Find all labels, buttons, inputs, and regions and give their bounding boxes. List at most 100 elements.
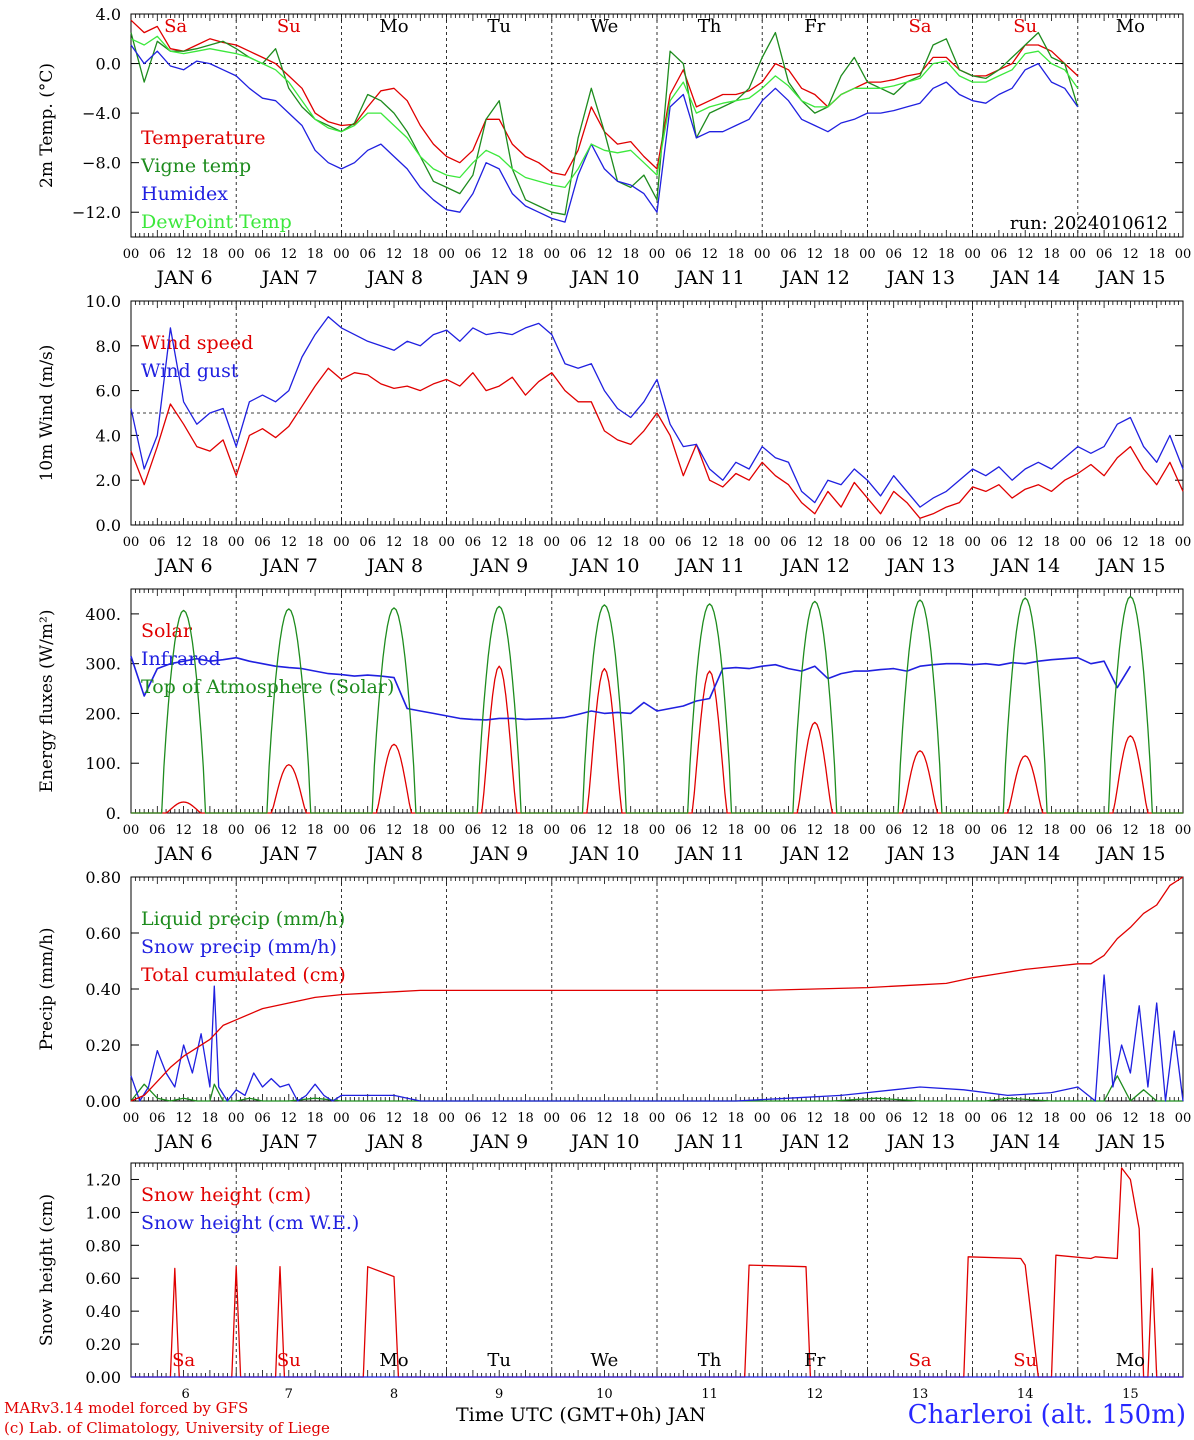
panel2-y-axis-label: 10m Wind (m/s) xyxy=(37,345,57,482)
panel4-hour-label: 06 xyxy=(675,1111,692,1126)
panel3-hour-label: 12 xyxy=(701,823,718,838)
panel2-series-wind-speed xyxy=(130,367,1184,519)
panel1-weekday-label: Su xyxy=(1013,16,1037,37)
panel4-hour-label: 06 xyxy=(359,1111,376,1126)
panel5-weekday-label: Th xyxy=(698,1350,722,1371)
panel5-weekday-label: We xyxy=(591,1350,619,1371)
panel2-hour-label: 12 xyxy=(1017,535,1034,550)
panel1-date-label: JAN 11 xyxy=(675,267,745,289)
panel2-hour-label: 18 xyxy=(517,535,534,550)
panel3-date-label: JAN 7 xyxy=(260,843,318,865)
panel4-hour-label: 00 xyxy=(1175,1111,1192,1126)
panel2-hour-label: 12 xyxy=(491,535,508,550)
panel1-date-label: JAN 9 xyxy=(470,267,528,289)
panel5-weekday-label: Sa xyxy=(908,1350,931,1371)
panel3-hour-label: 00 xyxy=(1070,823,1087,838)
panel2-hour-label: 12 xyxy=(596,535,613,550)
panel2-hour-label: 12 xyxy=(912,535,929,550)
panel4-hour-label: 18 xyxy=(307,1111,324,1126)
panel4-hour-label: 00 xyxy=(228,1111,245,1126)
panel1-legend-entry: Vigne temp xyxy=(140,155,251,177)
panel1-hour-label: 12 xyxy=(912,247,929,262)
panel1-hour-label: 12 xyxy=(281,247,298,262)
panel4-hour-label: 06 xyxy=(780,1111,797,1126)
panel4-hour-label: 00 xyxy=(544,1111,561,1126)
panel2-hour-label: 06 xyxy=(991,535,1008,550)
panel1-hour-label: 06 xyxy=(675,247,692,262)
panel4-y-tick-label: 0.00 xyxy=(85,1092,121,1111)
panel2-y-tick-label: 8.0 xyxy=(96,337,121,356)
panel4-series-snow-precip-mm-h- xyxy=(130,974,1184,1102)
panel3-hour-label: 12 xyxy=(1017,823,1034,838)
panel1-y-tick-label: −12.0 xyxy=(72,203,121,222)
panel3-date-label: JAN 8 xyxy=(365,843,423,865)
panel2-legend-entry: Wind gust xyxy=(141,360,239,382)
run-label: run: 2024010612 xyxy=(1010,213,1168,234)
panel2-hour-label: 00 xyxy=(649,535,666,550)
panel3-hour-label: 06 xyxy=(570,823,587,838)
panel4-hour-label: 12 xyxy=(596,1111,613,1126)
panel3-hour-label: 18 xyxy=(202,823,219,838)
panel3-hour-label: 06 xyxy=(991,823,1008,838)
panel3-series-infrared xyxy=(130,655,1132,721)
panel1-hour-label: 12 xyxy=(386,247,403,262)
panel4-hour-label: 12 xyxy=(1017,1111,1034,1126)
panel1-date-label: JAN 6 xyxy=(155,267,213,289)
panel2-hour-label: 06 xyxy=(1096,535,1113,550)
panel3-hour-label: 00 xyxy=(754,823,771,838)
panel1-legend-entry: Temperature xyxy=(141,127,265,149)
panel3-legend-entry: Top of Atmosphere (Solar) xyxy=(141,676,394,698)
panel1-legend-entry: DewPoint Temp xyxy=(141,211,292,233)
panel5-day-number: 14 xyxy=(1017,1387,1034,1402)
x-axis-label: Time UTC (GMT+0h) JAN xyxy=(456,1404,706,1426)
panel1-date-label: JAN 12 xyxy=(780,267,850,289)
panel1-hour-label: 00 xyxy=(544,247,561,262)
panel1-hour-label: 06 xyxy=(780,247,797,262)
panel5-day-number: 8 xyxy=(390,1387,398,1402)
panel1-hour-label: 06 xyxy=(359,247,376,262)
panel2-hour-label: 00 xyxy=(859,535,876,550)
panel4-hour-label: 00 xyxy=(964,1111,981,1126)
panel3-date-label: JAN 13 xyxy=(885,843,955,865)
panel1-hour-label: 18 xyxy=(1043,247,1060,262)
panel3-hour-label: 18 xyxy=(307,823,324,838)
panel4-date-label: JAN 9 xyxy=(470,1131,528,1153)
panel2-date-label: JAN 11 xyxy=(675,555,745,577)
panel2-date-label: JAN 15 xyxy=(1095,555,1165,577)
panel2-hour-label: 12 xyxy=(386,535,403,550)
panel4-hour-label: 12 xyxy=(807,1111,824,1126)
panel3-hour-label: 12 xyxy=(912,823,929,838)
panel5-weekday-label: Mo xyxy=(379,1350,408,1371)
panel3-hour-label: 06 xyxy=(465,823,482,838)
panel1-hour-label: 00 xyxy=(333,247,350,262)
panel4-hour-label: 18 xyxy=(833,1111,850,1126)
panel1-hour-label: 00 xyxy=(123,247,140,262)
panel5-weekday-label: Sa xyxy=(172,1350,195,1371)
panel2-legend-entry: Wind speed xyxy=(141,332,253,354)
panel4-y-axis-label: Precip (mm/h) xyxy=(37,927,57,1050)
panel2-hour-label: 12 xyxy=(701,535,718,550)
panel3-y-tick-label: 200. xyxy=(85,704,121,723)
panel1-hour-label: 18 xyxy=(833,247,850,262)
panel4-hour-label: 12 xyxy=(701,1111,718,1126)
model-credit-line1: MARv3.14 model forced by GFS xyxy=(4,1399,249,1417)
panel3-hour-label: 00 xyxy=(438,823,455,838)
panel2-hour-label: 12 xyxy=(807,535,824,550)
panel1-hour-label: 12 xyxy=(596,247,613,262)
panel3-hour-label: 12 xyxy=(175,823,192,838)
panel3-frame xyxy=(130,588,1184,814)
panel1-weekday-label: We xyxy=(591,16,619,37)
panel4-y-tick-label: 0.40 xyxy=(85,980,121,999)
panel1-hour-label: 12 xyxy=(175,247,192,262)
panel2-hour-label: 00 xyxy=(1175,535,1192,550)
panel5-y-tick-label: 0.00 xyxy=(85,1368,121,1387)
panel4-date-label: JAN 12 xyxy=(780,1131,850,1153)
panel4-hour-label: 12 xyxy=(281,1111,298,1126)
panel2-date-label: JAN 12 xyxy=(780,555,850,577)
panel2-hour-label: 18 xyxy=(1043,535,1060,550)
panel4-legend-entry: Liquid precip (mm/h) xyxy=(141,908,345,930)
panel5-legend-entry: Snow height (cm W.E.) xyxy=(141,1212,359,1234)
station-title: Charleroi (alt. 150m) xyxy=(907,1400,1186,1430)
panel4-hour-label: 00 xyxy=(123,1111,140,1126)
panel5-day-number: 7 xyxy=(285,1387,293,1402)
